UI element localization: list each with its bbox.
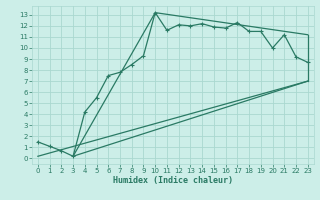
X-axis label: Humidex (Indice chaleur): Humidex (Indice chaleur): [113, 176, 233, 185]
